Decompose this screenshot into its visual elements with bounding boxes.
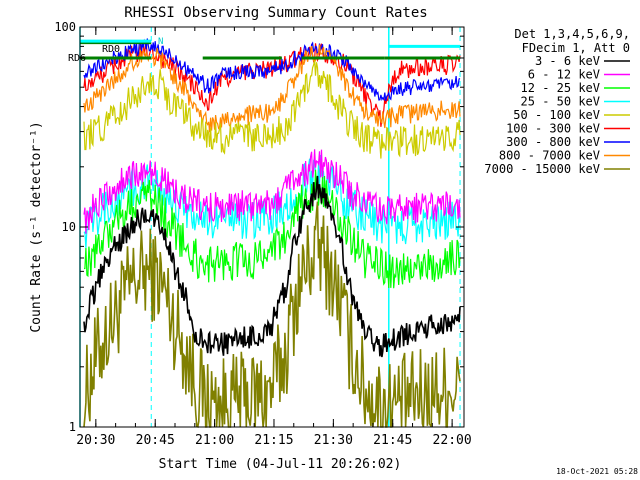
y-axis: 1 10 100 [54,20,464,434]
plot-area [79,27,461,429]
n-annotation: N [158,37,163,47]
series-line-7000-15000-kev [83,201,461,429]
legend-label: 800 - 7000 keV [499,149,600,163]
legend-label: 6 - 12 keV [528,68,600,82]
y-axis-label: Count Rate (s⁻¹ detector⁻¹) [29,121,44,332]
legend-label: 100 - 300 keV [506,122,600,136]
x-tick-label: 21:00 [195,433,234,448]
x-tick-label: 20:45 [136,433,175,448]
legend-header-line-2: FDecim 1, Att 0 [522,41,630,55]
legend: Det 1,3,4,5,6,9, FDecim 1, Att 0 3 - 6 k… [484,27,630,176]
rd0-annotation: RD0 [102,44,120,55]
y-tick-label: 100 [54,20,76,34]
series-line-300-800-kev [83,38,461,102]
series-line-3-6-kev [83,175,461,358]
series-line-800-7000-kev [83,44,461,133]
x-axis-label: Start Time (04-Jul-11 20:26:02) [159,457,402,472]
series-line-25-50-kev [83,154,461,249]
x-tick-label: 22:00 [433,433,472,448]
legend-label: 7000 - 15000 keV [484,162,600,176]
legend-header-line-1: Det 1,3,4,5,6,9, [514,27,630,41]
x-tick-label: 21:45 [373,433,412,448]
y-tick-label: 1 [69,420,76,434]
series-line-6-12-kev [83,149,461,234]
chart-title: RHESSI Observing Summary Count Rates [124,5,427,21]
y-tick-label: 10 [62,220,76,234]
legend-label: 3 - 6 keV [535,54,600,68]
series-line-12-25-kev [83,169,461,289]
rd6-annotation: RD6 [68,53,86,64]
x-tick-label: 21:15 [254,433,293,448]
legend-label: 300 - 800 keV [506,135,600,149]
series-line-50-100-kev [83,60,461,159]
timestamp: 18-Oct-2021 05:28 [556,467,638,476]
x-tick-label: 20:30 [76,433,115,448]
x-axis: 20:30 20:45 21:00 21:15 21:30 21:45 22:00 [76,27,472,448]
legend-label: 50 - 100 keV [513,108,600,122]
x-tick-label: 21:30 [314,433,353,448]
legend-label: 12 - 25 keV [521,81,600,95]
legend-label: 25 - 50 keV [521,95,600,109]
